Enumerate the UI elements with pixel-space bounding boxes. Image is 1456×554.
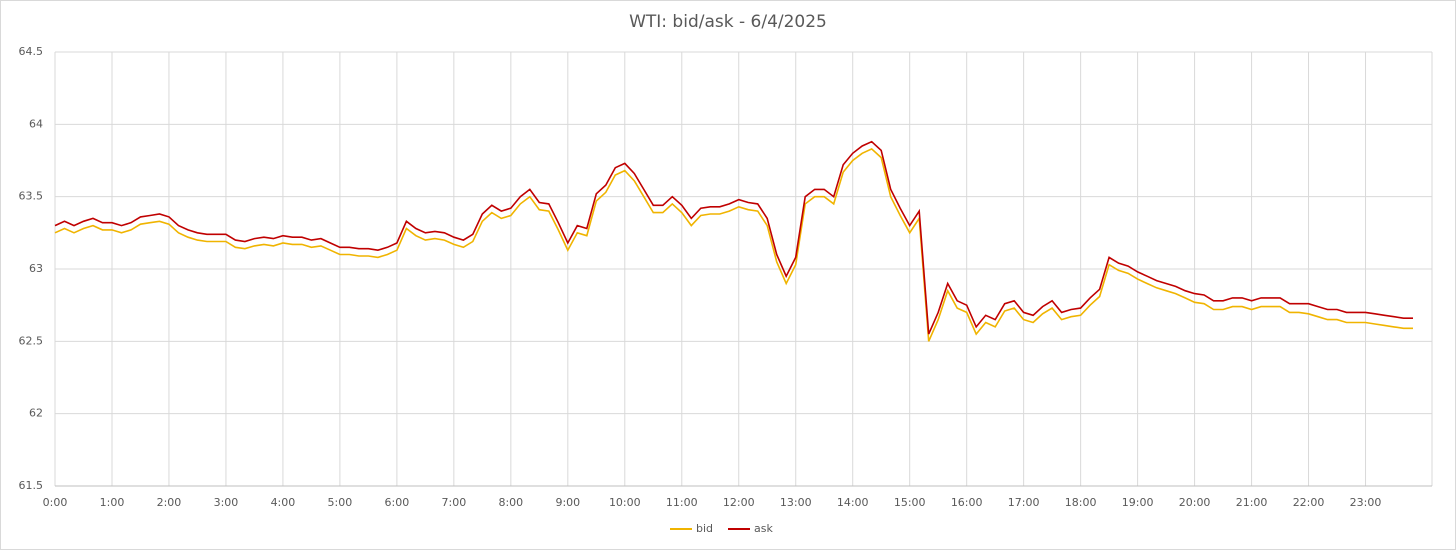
x-tick-label: 11:00 [666,496,698,509]
x-tick-label: 18:00 [1065,496,1097,509]
x-tick-label: 4:00 [271,496,296,509]
y-tick-label: 64.5 [19,45,44,58]
x-tick-label: 1:00 [100,496,125,509]
x-tick-label: 0:00 [43,496,68,509]
x-tick-label: 6:00 [385,496,410,509]
y-tick-label: 63.5 [19,190,44,203]
x-tick-label: 23:00 [1350,496,1382,509]
x-tick-label: 13:00 [780,496,812,509]
x-tick-label: 20:00 [1179,496,1211,509]
series-line [54,140,1413,335]
legend-label: ask [754,522,773,535]
x-tick-label: 10:00 [609,496,641,509]
x-tick-label: 7:00 [442,496,467,509]
y-tick-label: 64 [29,117,43,130]
x-tick-label: 2:00 [157,496,182,509]
x-tick-label: 5:00 [328,496,353,509]
x-tick-label: 14:00 [837,496,869,509]
x-tick-label: 8:00 [498,496,523,509]
x-tick-label: 21:00 [1236,496,1268,509]
chart-title: WTI: bid/ask - 6/4/2025 [629,12,827,32]
series-line [54,147,1413,342]
y-tick-label: 62 [29,407,43,420]
x-tick-label: 3:00 [214,496,239,509]
x-tick-label: 12:00 [723,496,755,509]
legend-label: bid [696,522,713,535]
y-tick-label: 61.5 [19,479,44,492]
y-tick-label: 62.5 [19,334,44,347]
x-tick-label: 15:00 [894,496,926,509]
x-tick-label: 22:00 [1293,496,1325,509]
x-tick-label: 16:00 [951,496,983,509]
x-tick-label: 17:00 [1008,496,1040,509]
x-tick-label: 19:00 [1122,496,1154,509]
x-tick-label: 9:00 [555,496,580,509]
y-tick-label: 63 [29,262,43,275]
